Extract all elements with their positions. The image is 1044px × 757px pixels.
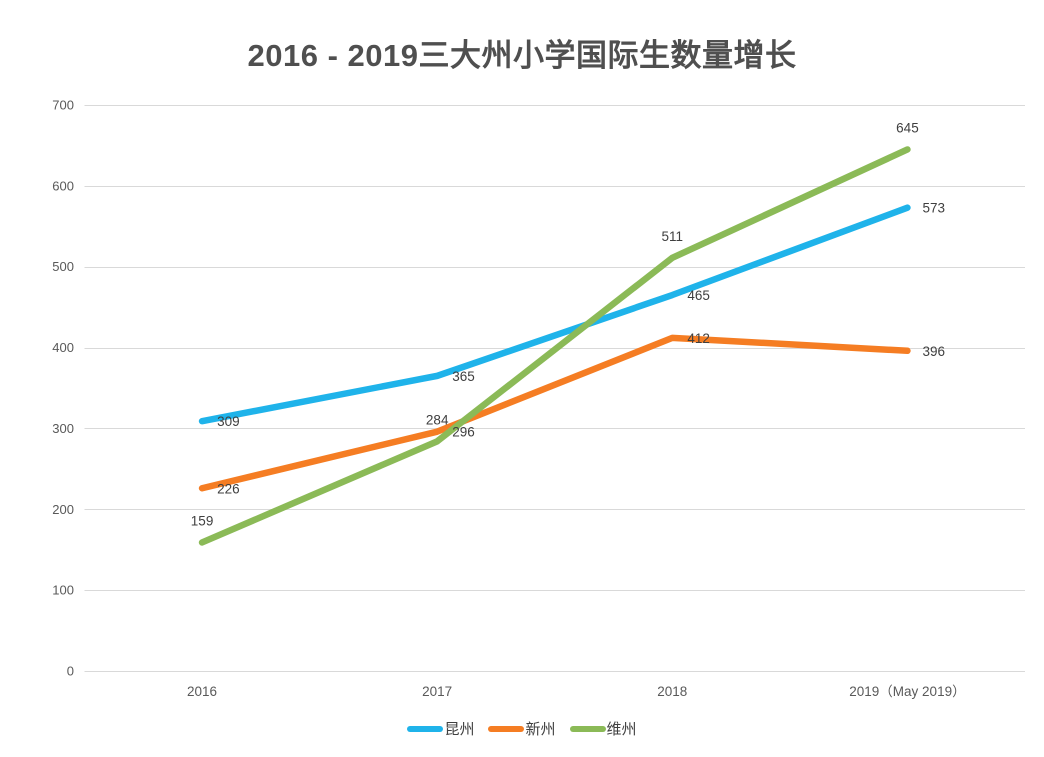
data-label: 396 [922, 344, 945, 359]
legend-label: 维州 [606, 721, 637, 738]
data-label: 296 [452, 425, 475, 440]
y-axis-tick-label: 300 [52, 421, 74, 436]
series-swatch-icon [488, 725, 525, 732]
y-axis-tick-label: 100 [52, 583, 74, 598]
y-axis-tick-label: 0 [67, 664, 74, 679]
series-swatch-icon [569, 725, 606, 732]
x-axis-tick-label: 2016 [187, 684, 217, 699]
y-axis-tick-label: 200 [52, 502, 74, 517]
chart-legend: 昆州 新州 维州 [0, 718, 1044, 739]
legend-item-xinzhou: 新州 [488, 718, 556, 739]
data-label: 573 [922, 201, 945, 216]
y-axis-tick-label: 600 [52, 178, 74, 193]
data-label: 511 [662, 229, 684, 244]
series-line [198, 204, 911, 425]
series-swatch-icon [407, 725, 444, 732]
data-label: 284 [426, 412, 449, 427]
x-axis-tick-label: 2019（May 2019） [849, 684, 965, 699]
x-axis-tick-label: 2017 [422, 684, 452, 699]
data-label: 412 [687, 331, 710, 346]
series-line [198, 334, 911, 492]
data-label: 159 [191, 513, 214, 528]
legend-item-weizhou: 维州 [569, 718, 637, 739]
series-line [198, 146, 911, 546]
data-label: 645 [896, 120, 919, 135]
legend-label: 新州 [525, 721, 556, 738]
x-axis-tick-label: 2018 [657, 684, 687, 699]
data-label: 309 [217, 414, 240, 429]
data-label: 465 [687, 288, 710, 303]
data-label: 226 [217, 481, 240, 496]
y-axis-tick-label: 700 [52, 98, 74, 113]
legend-item-kunzhou: 昆州 [407, 718, 474, 739]
y-axis-tick-label: 400 [52, 340, 74, 355]
y-axis-tick-label: 500 [52, 259, 74, 274]
legend-label: 昆州 [444, 721, 475, 738]
data-label: 365 [452, 369, 475, 384]
chart-title: 2016 - 2019三大州小学国际生数量增长 [247, 38, 797, 73]
